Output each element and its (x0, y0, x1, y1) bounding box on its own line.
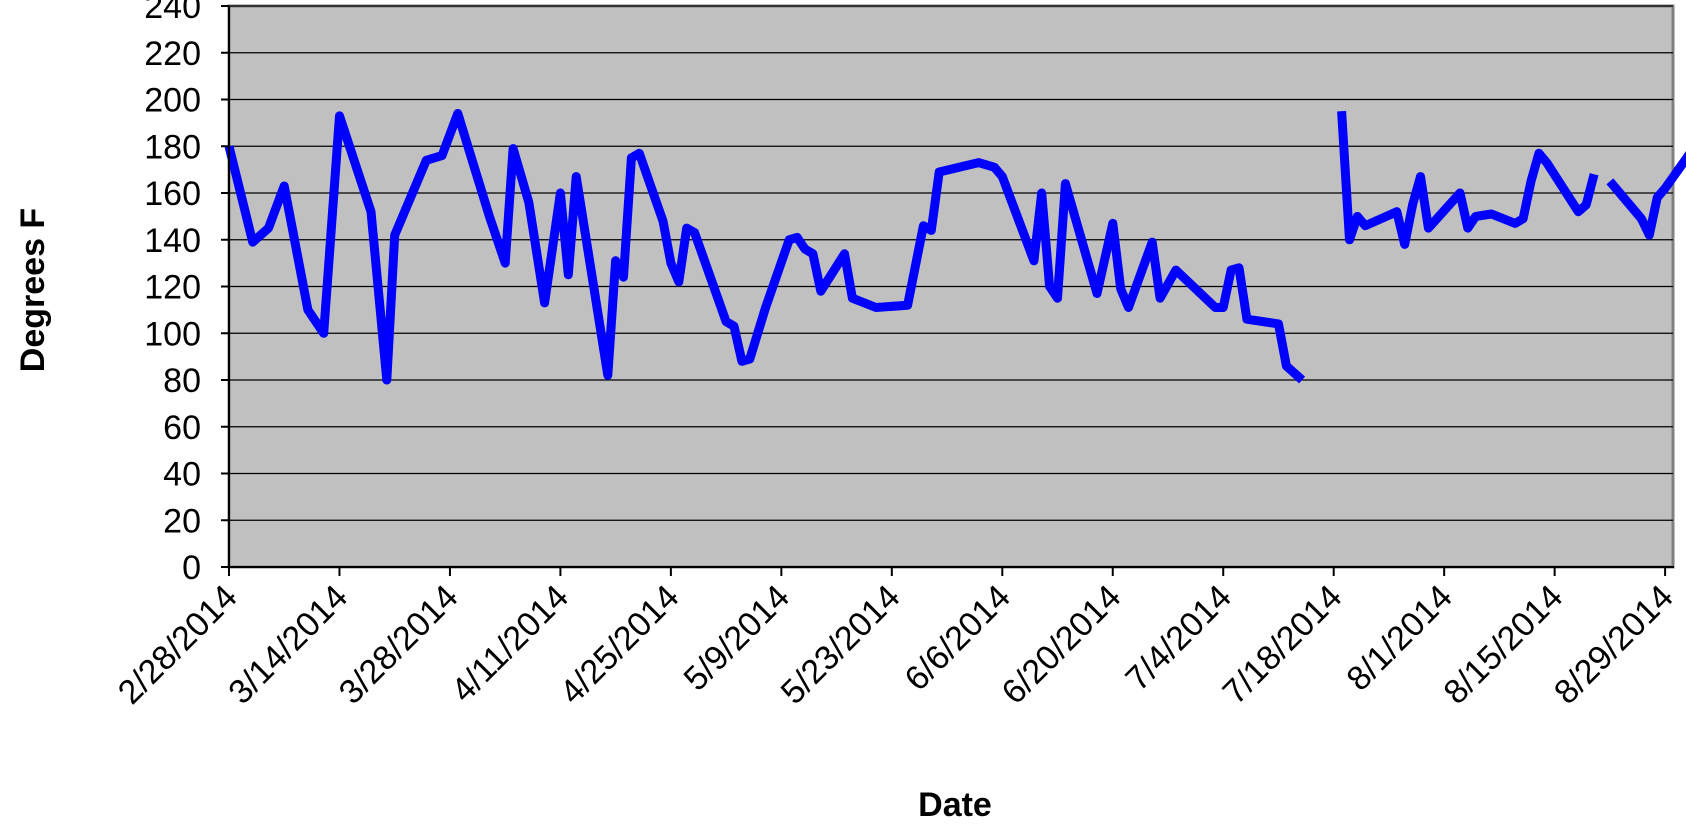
series-line (224, 109, 1686, 385)
y-tick-label: 40 (163, 456, 201, 494)
y-tick-label: 20 (163, 502, 201, 540)
series-line-segment (1606, 151, 1686, 240)
y-tick-label: 220 (144, 35, 201, 73)
y-tick-label: 60 (163, 409, 201, 447)
y-axis-title: Degrees F (14, 208, 52, 372)
y-tick-label: 100 (144, 315, 201, 353)
y-tick-label: 80 (163, 362, 201, 400)
y-tick-label: 140 (144, 222, 201, 260)
y-tick-label: 180 (144, 128, 201, 166)
x-axis-title: Date (918, 786, 992, 824)
y-tick-label: 0 (182, 549, 201, 587)
y-axis-ticks: 0 20 40 60 80 100 120 140 160 180 200 220 240 (144, 0, 229, 587)
y-tick-label: 120 (144, 269, 201, 307)
series-line-segment (1337, 110, 1599, 249)
y-tick-label: 160 (144, 175, 201, 213)
gridlines (229, 5, 1673, 521)
series-line-segment (224, 109, 1306, 385)
y-tick-label: 240 (144, 0, 201, 26)
y-tick-label: 200 (144, 82, 201, 120)
